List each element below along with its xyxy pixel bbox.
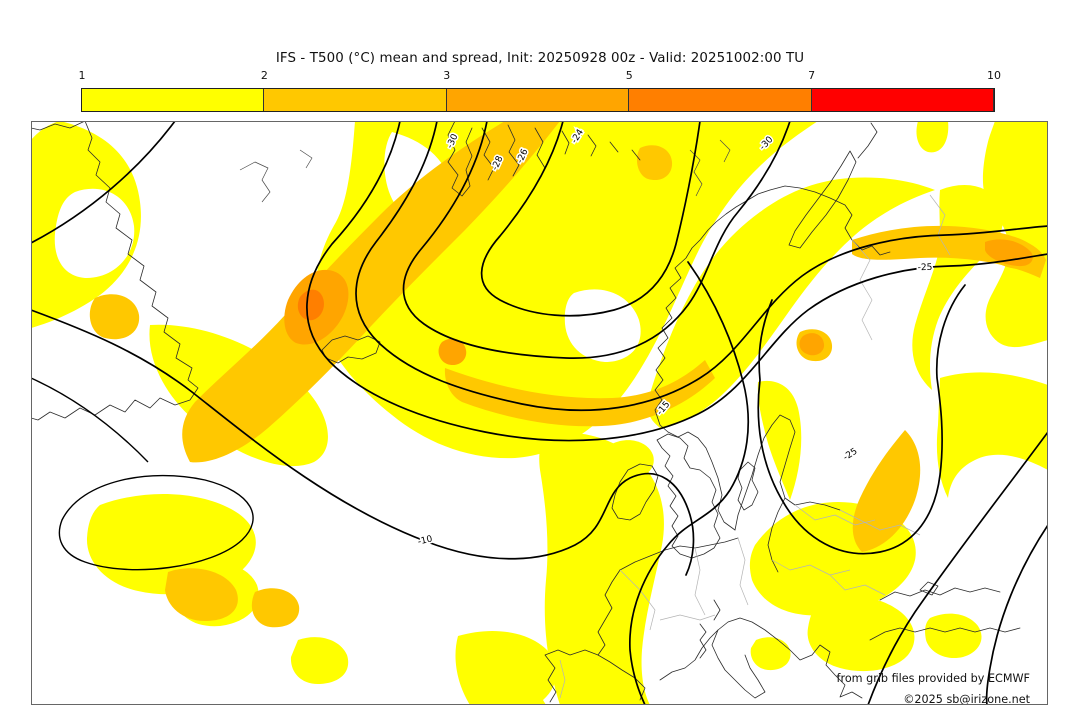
mean-contours <box>31 121 1048 705</box>
colorbar-tick: 3 <box>443 69 451 82</box>
colorbar-tick: 7 <box>808 69 816 82</box>
contour-label: -10 <box>417 534 434 547</box>
colorbar-segment <box>629 89 812 111</box>
attribution-source: from grib files provided by ECMWF <box>837 672 1030 685</box>
contour-label: -25 <box>918 263 933 274</box>
colorbar-tick: 1 <box>78 69 86 82</box>
colorbar-tick: 10 <box>987 69 1001 82</box>
spread-colorbar: 1 2 3 5 7 10 <box>79 69 1001 112</box>
map-frame <box>31 121 1048 705</box>
colorbar-tick: 2 <box>260 69 268 82</box>
colorbar-segment <box>264 89 447 111</box>
colorbar-tick: 5 <box>625 69 633 82</box>
colorbar-segment <box>82 89 265 111</box>
coastlines <box>31 121 1021 703</box>
attribution-copyright: ©2025 sb@irizone.net <box>903 693 1030 706</box>
chart-title: IFS - T500 (°C) mean and spread, Init: 2… <box>275 51 805 66</box>
spread-shading <box>31 121 1048 705</box>
colorbar-segment <box>811 89 995 111</box>
colorbar-segment <box>446 89 630 111</box>
